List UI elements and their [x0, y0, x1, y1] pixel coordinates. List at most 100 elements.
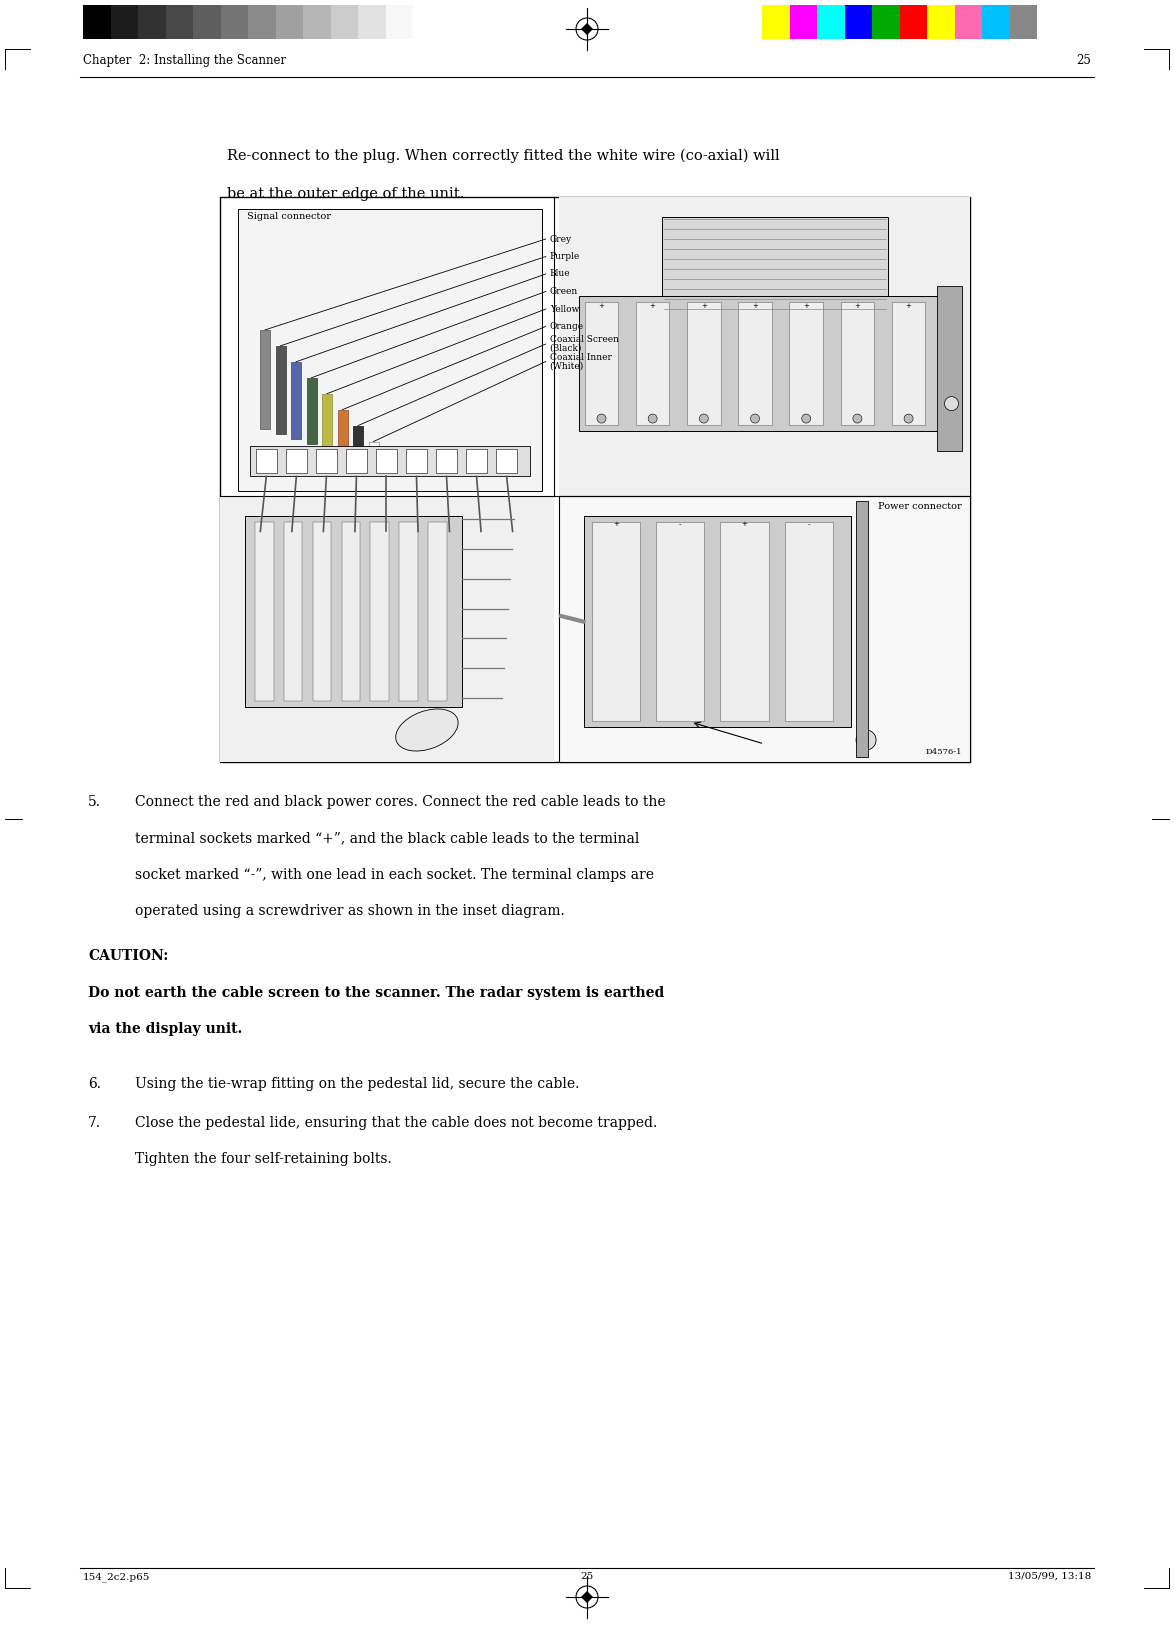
Bar — [276, 5, 303, 39]
Text: Grey: Grey — [549, 234, 572, 244]
Bar — [250, 447, 529, 476]
Bar — [559, 496, 970, 761]
Text: 6.: 6. — [88, 1077, 101, 1090]
Polygon shape — [581, 23, 593, 34]
Text: terminal sockets marked “+”, and the black cable leads to the terminal: terminal sockets marked “+”, and the bla… — [135, 832, 640, 845]
Circle shape — [904, 414, 913, 422]
Bar — [221, 5, 248, 39]
Text: Coaxial Screen
(Black): Coaxial Screen (Black) — [549, 336, 619, 352]
Text: Blue: Blue — [549, 270, 571, 278]
Bar — [376, 450, 397, 473]
Text: -: - — [679, 522, 681, 527]
Bar — [789, 5, 817, 39]
Bar — [306, 378, 317, 444]
Polygon shape — [581, 1591, 593, 1603]
Text: Orange: Orange — [549, 322, 583, 331]
Bar — [429, 522, 446, 701]
Bar — [166, 5, 193, 39]
Bar — [316, 450, 337, 473]
Bar — [579, 296, 945, 431]
Circle shape — [856, 730, 876, 750]
Bar — [358, 5, 385, 39]
Bar — [636, 301, 669, 424]
Bar — [687, 301, 721, 424]
Bar — [662, 218, 888, 318]
Bar — [342, 522, 360, 701]
Bar — [927, 5, 954, 39]
Text: +: + — [701, 303, 707, 309]
Circle shape — [945, 396, 958, 411]
Text: 13/05/99, 13:18: 13/05/99, 13:18 — [1007, 1572, 1091, 1581]
Bar — [238, 210, 541, 491]
Text: 25: 25 — [1077, 54, 1091, 67]
Bar — [110, 5, 139, 39]
Bar — [303, 5, 331, 39]
Bar — [406, 450, 427, 473]
Bar — [220, 496, 554, 761]
Text: +: + — [649, 303, 655, 309]
Bar — [497, 450, 517, 473]
Bar — [193, 5, 221, 39]
Text: +: + — [599, 303, 605, 309]
Text: Tighten the four self-retaining bolts.: Tighten the four self-retaining bolts. — [135, 1152, 392, 1167]
Text: +: + — [803, 303, 809, 309]
Text: Purple: Purple — [549, 252, 580, 260]
Text: -: - — [808, 522, 810, 527]
Text: +: + — [855, 303, 861, 309]
Text: Close the pedestal lide, ensuring that the cable does not become trapped.: Close the pedestal lide, ensuring that t… — [135, 1116, 657, 1130]
Text: Re-connect to the plug. When correctly fitted the white wire (co-axial) will: Re-connect to the plug. When correctly f… — [227, 149, 780, 164]
Bar — [817, 5, 844, 39]
Bar — [892, 301, 925, 424]
Text: Do not earth the cable screen to the scanner. The radar system is earthed: Do not earth the cable screen to the sca… — [88, 985, 664, 1000]
Bar — [385, 5, 413, 39]
Text: via the display unit.: via the display unit. — [88, 1023, 242, 1036]
Text: 154_2c2.p65: 154_2c2.p65 — [83, 1572, 150, 1581]
Text: +: + — [753, 303, 758, 309]
Text: operated using a screwdriver as shown in the inset diagram.: operated using a screwdriver as shown in… — [135, 905, 565, 918]
Bar — [954, 5, 981, 39]
Text: 7.: 7. — [88, 1116, 101, 1130]
Bar — [83, 5, 110, 39]
Bar — [784, 522, 834, 720]
Bar — [841, 301, 875, 424]
Text: socket marked “-”, with one lead in each socket. The terminal clamps are: socket marked “-”, with one lead in each… — [135, 868, 654, 882]
Text: CAUTION:: CAUTION: — [88, 949, 168, 963]
Circle shape — [750, 414, 760, 422]
Bar — [248, 5, 276, 39]
Text: be at the outer edge of the unit.: be at the outer edge of the unit. — [227, 187, 464, 201]
Text: Power connector: Power connector — [878, 503, 962, 511]
Bar — [413, 5, 440, 39]
Bar — [844, 5, 872, 39]
Bar — [585, 301, 619, 424]
Bar — [322, 395, 332, 449]
Bar — [286, 450, 306, 473]
Text: Chapter  2: Installing the Scanner: Chapter 2: Installing the Scanner — [83, 54, 286, 67]
Bar — [291, 362, 301, 439]
Bar — [370, 522, 389, 701]
Bar — [559, 196, 970, 496]
Bar — [981, 5, 1010, 39]
Bar — [789, 301, 823, 424]
Text: +: + — [613, 522, 619, 527]
Bar — [762, 5, 789, 39]
Bar — [245, 516, 461, 707]
Bar — [1010, 5, 1037, 39]
Circle shape — [802, 414, 811, 422]
Bar — [899, 5, 927, 39]
Text: 5.: 5. — [88, 796, 101, 809]
Text: +: + — [905, 303, 911, 309]
Text: Signal connector: Signal connector — [247, 213, 331, 221]
Bar — [331, 5, 358, 39]
Bar — [276, 345, 285, 434]
Text: Using the tie-wrap fitting on the pedestal lid, secure the cable.: Using the tie-wrap fitting on the pedest… — [135, 1077, 580, 1090]
Text: Green: Green — [549, 286, 578, 296]
Bar — [399, 522, 418, 701]
Text: 25: 25 — [580, 1572, 594, 1581]
Bar — [312, 522, 331, 701]
Bar — [284, 522, 303, 701]
Bar — [583, 516, 851, 727]
Bar — [255, 522, 274, 701]
Bar — [139, 5, 166, 39]
Bar — [872, 5, 899, 39]
Bar — [937, 286, 962, 450]
